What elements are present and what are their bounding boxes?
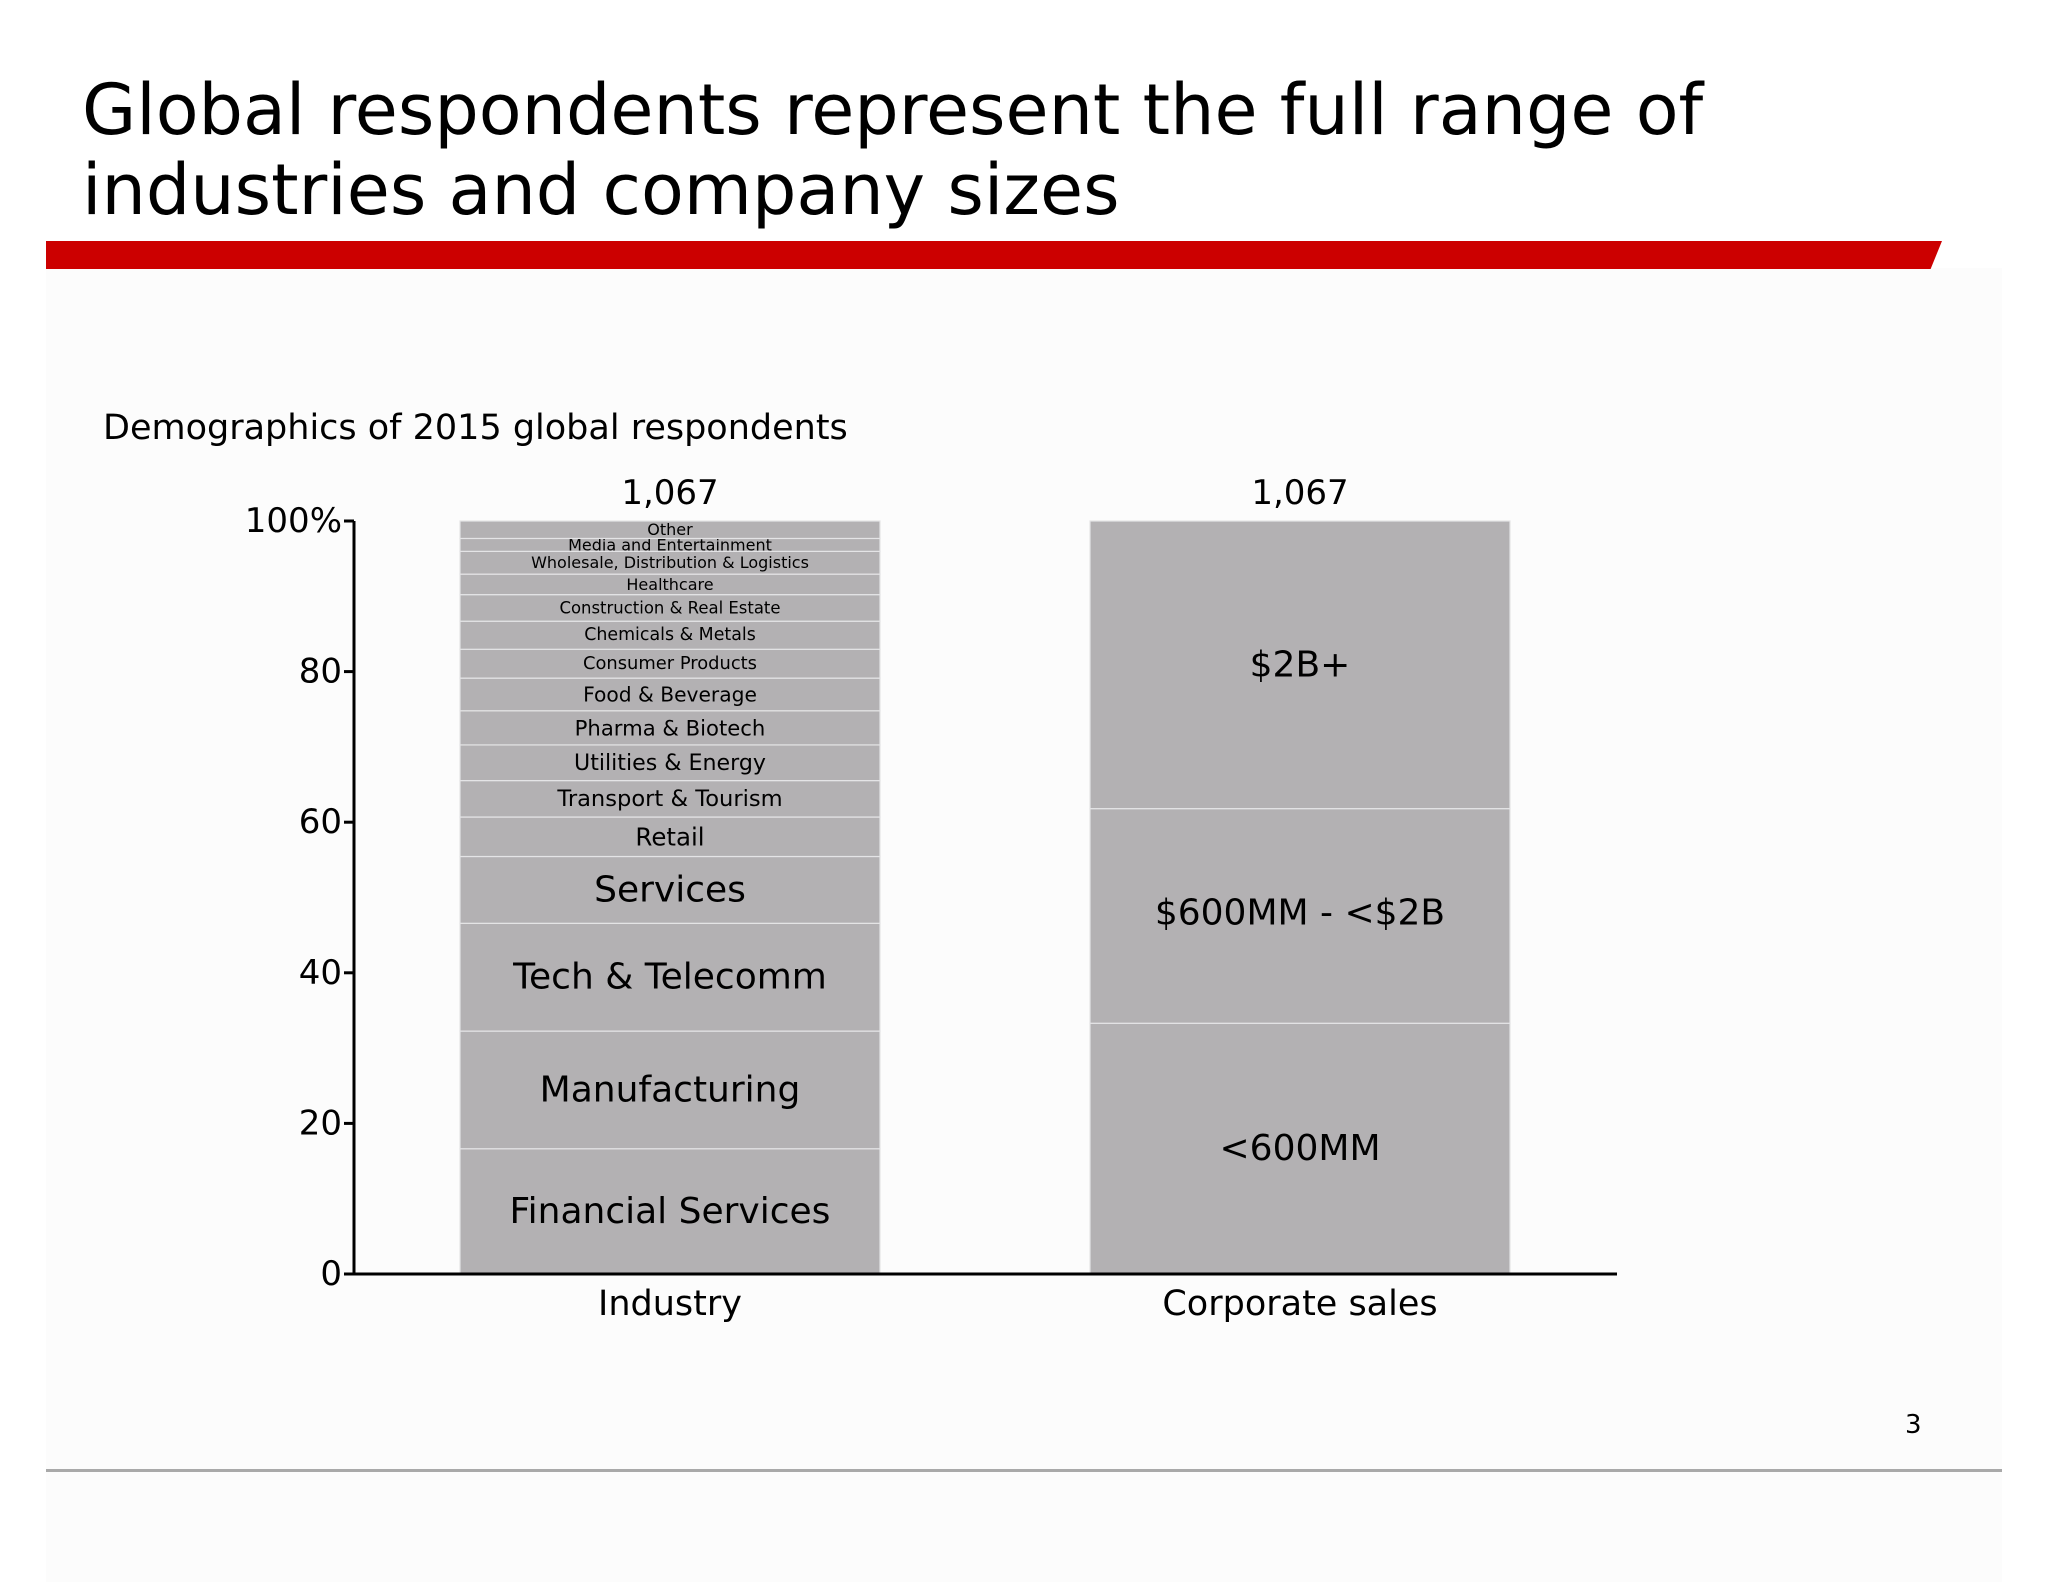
segment-label: Financial Services: [510, 1191, 831, 1232]
x-tick-label: Corporate sales: [1162, 1284, 1437, 1324]
segment-label: Utilities & Energy: [574, 750, 766, 776]
bar-segment-sales: [1089, 808, 1511, 1024]
bar-segment-industry: [459, 922, 881, 1032]
bar-segment-sales: [1089, 520, 1511, 810]
segment-label: Pharma & Biotech: [575, 715, 766, 740]
segment-label: Other: [647, 520, 693, 539]
segment-label: Retail: [635, 822, 704, 851]
segment-label: Manufacturing: [540, 1069, 801, 1110]
bar-segment-industry: [459, 648, 881, 679]
bar-segment-industry: [459, 1148, 881, 1275]
bar-segment-sales: [1089, 1022, 1511, 1275]
segment-label: Construction & Real Estate: [559, 598, 780, 617]
bar-segment-industry: [459, 780, 881, 818]
segment-label: Wholesale, Distribution & Logistics: [531, 553, 809, 572]
segment-label: <600MM: [1220, 1128, 1381, 1169]
y-tick-label: 0: [320, 1254, 342, 1294]
chart-subtitle: Demographics of 2015 global respondents: [103, 408, 848, 448]
y-tick-label: 60: [299, 802, 342, 842]
bar-total-label: 1,067: [621, 473, 718, 513]
slide-background: [46, 268, 2002, 1582]
bar-segment-industry: [459, 1030, 881, 1150]
bar-total-label: 1,067: [1251, 473, 1348, 513]
segment-label: Healthcare: [626, 575, 713, 594]
y-tick-label: 100%: [245, 501, 342, 541]
segment-label: Transport & Tourism: [556, 786, 782, 812]
segment-label: $600MM - <$2B: [1155, 892, 1445, 933]
bar-segment-industry: [459, 816, 881, 858]
bar-segment-industry: [459, 855, 881, 924]
x-tick-label: Industry: [598, 1284, 742, 1324]
bar-segment-industry: [459, 620, 881, 650]
page-title: Global respondents represent the full ra…: [82, 70, 1882, 230]
segment-label: Chemicals & Metals: [584, 625, 756, 645]
bar-segment-industry: [459, 677, 881, 712]
segment-label: Consumer Products: [583, 653, 757, 674]
page-number: 3: [1905, 1410, 1922, 1440]
y-tick-label: 20: [299, 1103, 342, 1143]
segment-label: Tech & Telecomm: [512, 957, 827, 998]
footer-rule: [46, 1469, 2002, 1472]
segment-label: Food & Beverage: [583, 682, 757, 706]
title-line-2: industries and company sizes: [82, 149, 1120, 231]
title-accent-bar: [46, 241, 1942, 269]
bar-segment-industry: [459, 710, 881, 746]
y-tick-label: 80: [299, 652, 342, 692]
title-line-1: Global respondents represent the full ra…: [82, 69, 1704, 151]
segment-label: $2B+: [1250, 644, 1351, 685]
segment-label: Media and Entertainment: [568, 535, 772, 554]
bar-segment-industry: [459, 520, 881, 540]
bar-segment-industry: [459, 594, 881, 622]
segment-label: Services: [594, 869, 746, 910]
y-tick-label: 40: [299, 953, 342, 993]
